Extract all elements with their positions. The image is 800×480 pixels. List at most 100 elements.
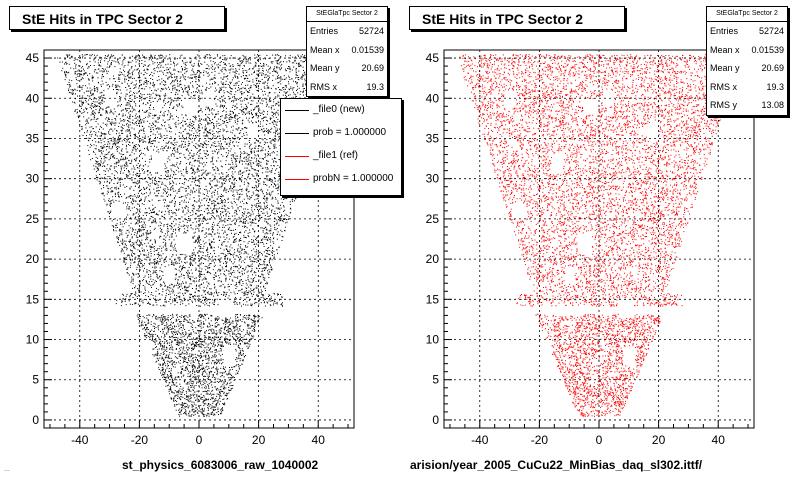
data-point — [149, 246, 151, 248]
data-point — [217, 188, 219, 190]
data-point — [270, 129, 272, 130]
data-point — [146, 282, 148, 284]
data-point — [211, 242, 212, 243]
data-point — [252, 279, 254, 281]
data-point — [201, 205, 203, 207]
data-point — [166, 250, 168, 251]
data-point — [239, 247, 241, 249]
data-point — [190, 224, 192, 226]
data-point — [251, 117, 253, 118]
data-point — [246, 152, 248, 154]
data-point — [183, 287, 185, 289]
data-point — [175, 254, 177, 256]
data-point — [197, 160, 198, 162]
data-point — [207, 192, 208, 194]
data-point — [169, 385, 171, 387]
data-point — [267, 218, 269, 220]
data-point — [195, 240, 197, 242]
data-point — [200, 327, 202, 329]
data-point — [211, 112, 213, 114]
data-point — [223, 376, 225, 378]
data-point — [177, 394, 179, 396]
data-point — [186, 367, 188, 369]
data-point — [152, 208, 154, 210]
data-point — [209, 172, 211, 174]
data-point — [191, 205, 193, 207]
data-point — [131, 151, 133, 153]
data-point — [239, 162, 240, 164]
data-point — [234, 377, 235, 379]
data-point — [246, 202, 247, 204]
data-point — [259, 202, 261, 204]
data-point — [214, 287, 216, 289]
data-point — [242, 172, 244, 174]
data-point — [200, 305, 202, 307]
data-point — [173, 290, 175, 292]
data-point — [195, 217, 197, 219]
data-point — [262, 110, 264, 112]
data-point — [276, 61, 278, 63]
data-point — [115, 87, 117, 89]
data-point — [207, 196, 209, 198]
data-point — [64, 63, 66, 65]
data-point — [128, 117, 130, 119]
data-point — [206, 368, 208, 370]
data-point — [99, 181, 101, 183]
data-point — [242, 260, 244, 262]
data-point — [155, 271, 157, 273]
data-point — [276, 62, 278, 64]
data-point — [283, 210, 285, 212]
data-point — [231, 336, 233, 338]
data-point — [135, 273, 137, 275]
data-point — [275, 112, 277, 114]
data-point — [119, 223, 121, 225]
data-point — [296, 68, 297, 70]
data-point — [261, 253, 263, 255]
data-point — [238, 73, 240, 75]
data-point — [253, 147, 255, 149]
data-point — [161, 294, 163, 296]
data-point — [218, 393, 220, 395]
data-point — [212, 158, 214, 160]
data-point — [257, 321, 259, 323]
data-point — [151, 246, 153, 248]
data-point — [215, 125, 217, 127]
data-point — [182, 325, 184, 327]
data-point — [288, 60, 290, 61]
data-point — [238, 346, 239, 348]
data-point — [228, 379, 230, 381]
data-point — [136, 173, 138, 175]
data-point — [169, 54, 171, 56]
data-point — [162, 316, 164, 318]
data-point — [170, 321, 172, 323]
data-point — [189, 283, 191, 285]
data-point — [241, 111, 243, 113]
data-point — [277, 82, 279, 84]
data-point — [124, 300, 126, 302]
data-point — [207, 131, 209, 133]
data-point — [115, 303, 117, 305]
data-point — [185, 347, 187, 349]
data-point — [152, 84, 154, 86]
data-point — [269, 193, 271, 195]
data-point — [121, 232, 123, 234]
data-point — [193, 411, 195, 412]
data-point — [211, 315, 213, 317]
data-point — [283, 75, 285, 77]
data-point — [215, 377, 217, 379]
data-point — [232, 333, 234, 335]
data-point — [164, 372, 166, 373]
data-point — [245, 109, 247, 111]
data-point — [125, 257, 127, 259]
data-point — [214, 352, 216, 354]
data-point — [168, 388, 170, 390]
data-point — [234, 303, 236, 305]
data-point — [170, 201, 172, 203]
data-point — [173, 225, 175, 227]
data-point — [177, 357, 179, 359]
data-point — [239, 239, 241, 241]
data-point — [235, 370, 237, 372]
data-point — [219, 392, 221, 394]
data-point — [152, 219, 154, 221]
data-point — [249, 80, 251, 82]
